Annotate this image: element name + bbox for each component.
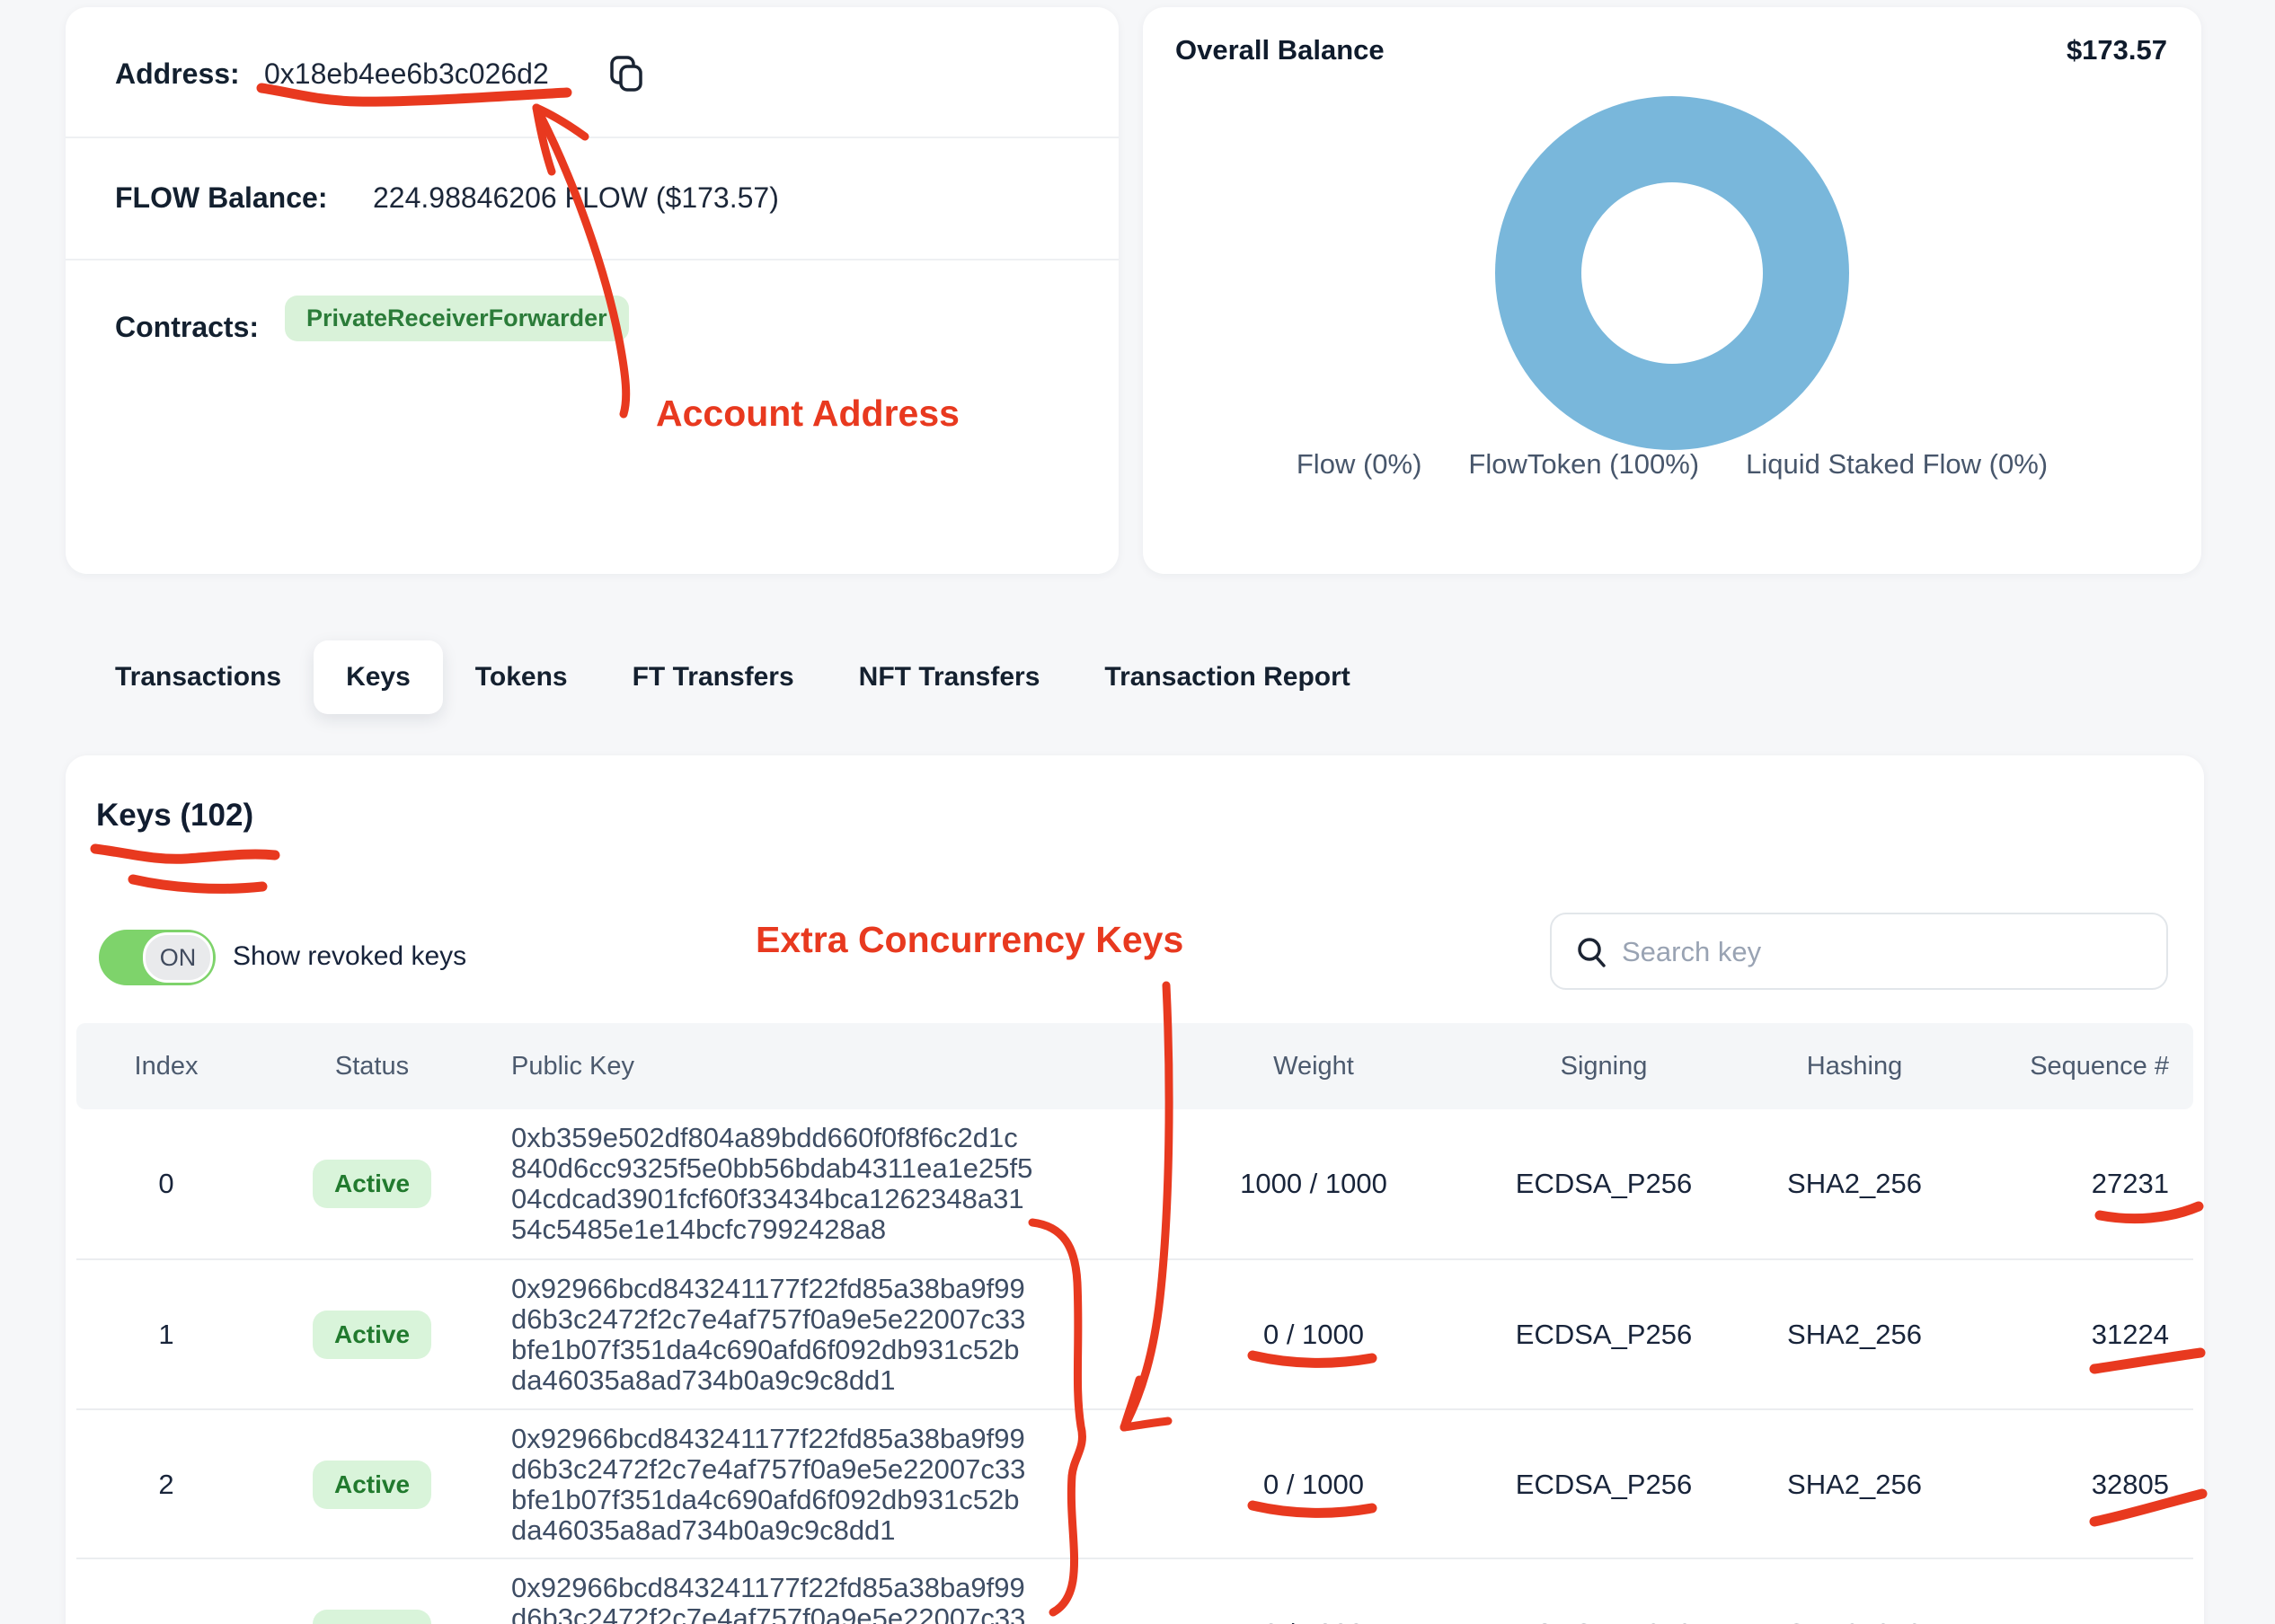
flow-balance-label: FLOW Balance: bbox=[115, 181, 328, 214]
tab-transactions[interactable]: Transactions bbox=[115, 662, 282, 692]
legend-item-flowtoken: FlowToken (100%) bbox=[1468, 448, 1700, 480]
status-cell: Active bbox=[282, 1260, 462, 1409]
weight-cell: 0 / 1000 bbox=[1262, 1469, 1365, 1500]
key-line: 54c5485e1e14bcfc7992428a8 bbox=[511, 1214, 887, 1245]
account-card: Address: 0x18eb4ee6b3c026d2 FLOW Balance… bbox=[66, 7, 1119, 574]
donut-hole bbox=[1581, 182, 1763, 364]
hashing-cell: SHA2_256 bbox=[1787, 1319, 1922, 1350]
key-line: 0xb359e502df804a89bdd660f0f8f6c2d1c bbox=[511, 1122, 1018, 1153]
header-public-key: Public Key bbox=[511, 1051, 635, 1081]
address-value: 0x18eb4ee6b3c026d2 bbox=[264, 57, 549, 90]
hashing-cell: SHA2_256 bbox=[1787, 1469, 1922, 1500]
keys-count-title: Keys (102) bbox=[96, 798, 254, 833]
tab-ft-transfers[interactable]: FT Transfers bbox=[632, 662, 794, 692]
signing-cell: ECDSA_P256 bbox=[1515, 1469, 1693, 1500]
show-revoked-toggle[interactable]: ON bbox=[99, 930, 216, 985]
status-badge: Active bbox=[312, 1160, 432, 1208]
divider bbox=[66, 137, 1119, 138]
header-signing: Signing bbox=[1560, 1051, 1648, 1081]
flow-balance-value: 224.98846206 FLOW ($173.57) bbox=[373, 181, 779, 214]
sequence-cell: 27231 bbox=[2091, 1168, 2169, 1199]
header-hashing: Hashing bbox=[1806, 1051, 1903, 1081]
divider bbox=[66, 259, 1119, 260]
search-icon bbox=[1575, 936, 1609, 975]
key-line: d6b3c2472f2c7e4af757f0a9e5e22007c33 bbox=[511, 1602, 1026, 1624]
key-row-0: 0 Active 0xb359e502df804a89bdd660f0f8f6c… bbox=[76, 1109, 2193, 1258]
signing-cell: ECDSA_P256 bbox=[1469, 1559, 1739, 1624]
key-search bbox=[1550, 913, 2168, 990]
sequence-cell: 31224 bbox=[2091, 1319, 2169, 1350]
key-line: bfe1b07f351da4c690afd6f092db931c52b bbox=[511, 1484, 1020, 1515]
header-status: Status bbox=[334, 1051, 410, 1081]
weight-cell: 1000 / 1000 bbox=[1240, 1168, 1387, 1199]
contract-badge[interactable]: PrivateReceiverForwarder bbox=[285, 296, 629, 341]
key-line: 0x92966bcd843241177f22fd85a38ba9f99 bbox=[511, 1572, 1025, 1603]
status-cell: Active bbox=[282, 1410, 462, 1559]
tab-nft-transfers[interactable]: NFT Transfers bbox=[858, 662, 1040, 692]
copy-icon[interactable] bbox=[603, 50, 650, 102]
show-revoked-label: Show revoked keys bbox=[233, 941, 467, 971]
key-index: 1 bbox=[158, 1319, 174, 1350]
status-cell: Active bbox=[282, 1559, 462, 1624]
key-row-3: Active 0x92966bcd843241177f22fd85a38ba9f… bbox=[76, 1558, 2193, 1624]
status-cell: Active bbox=[282, 1109, 462, 1258]
sequence-cell: 32805 bbox=[2091, 1469, 2169, 1500]
header-index: Index bbox=[134, 1051, 199, 1081]
donut-legend: Flow (0%) FlowToken (100%) Liquid Staked… bbox=[1143, 448, 2201, 481]
key-line: da46035a8ad734b0a9c9c8dd1 bbox=[511, 1514, 896, 1546]
key-line: d6b3c2472f2c7e4af757f0a9e5e22007c33 bbox=[511, 1453, 1026, 1485]
tab-bar: Transactions Keys Tokens FT Transfers NF… bbox=[83, 640, 1383, 714]
key-line: bfe1b07f351da4c690afd6f092db931c52b bbox=[511, 1334, 1020, 1365]
hashing-cell: SHA2_256 bbox=[1787, 1168, 1922, 1199]
header-weight: Weight bbox=[1273, 1051, 1354, 1081]
signing-cell: ECDSA_P256 bbox=[1515, 1168, 1693, 1199]
key-line: 04cdcad3901fcf60f33434bca1262348a31 bbox=[511, 1183, 1024, 1214]
status-badge: Active bbox=[312, 1610, 432, 1624]
legend-item-flow: Flow (0%) bbox=[1296, 448, 1422, 480]
legend-item-liquid-staked: Liquid Staked Flow (0%) bbox=[1746, 448, 2049, 480]
public-key-cell: 0x92966bcd843241177f22fd85a38ba9f99 d6b3… bbox=[511, 1260, 1104, 1409]
weight-cell: 0 / 1000 bbox=[1262, 1319, 1365, 1350]
key-line: da46035a8ad734b0a9c9c8dd1 bbox=[511, 1364, 896, 1396]
key-line: d6b3c2472f2c7e4af757f0a9e5e22007c33 bbox=[511, 1303, 1026, 1335]
public-key-cell: 0xb359e502df804a89bdd660f0f8f6c2d1c 840d… bbox=[511, 1109, 1104, 1258]
weight-cell: 0 / 1000 bbox=[1179, 1559, 1448, 1624]
balance-donut-chart bbox=[1495, 96, 1849, 450]
key-row-1: 1 Active 0x92966bcd843241177f22fd85a38ba… bbox=[76, 1258, 2193, 1409]
header-sequence: Sequence # bbox=[2030, 1051, 2169, 1081]
search-input[interactable] bbox=[1620, 914, 2154, 990]
key-index bbox=[76, 1559, 256, 1624]
contracts-label: Contracts: bbox=[115, 311, 260, 343]
tab-transaction-report[interactable]: Transaction Report bbox=[1104, 662, 1350, 692]
public-key-cell: 0x92966bcd843241177f22fd85a38ba9f99 d6b3… bbox=[511, 1559, 1104, 1624]
overall-balance-title: Overall Balance bbox=[1175, 34, 1385, 66]
overall-balance-amount: $173.57 bbox=[2066, 34, 2167, 66]
hashing-cell: SHA2_256 bbox=[1720, 1559, 1989, 1624]
status-badge: Active bbox=[312, 1311, 432, 1359]
key-index: 0 bbox=[158, 1168, 174, 1199]
tab-keys[interactable]: Keys bbox=[314, 640, 443, 714]
key-line: 840d6cc9325f5e0bb56bdab4311ea1e25f5 bbox=[511, 1152, 1033, 1184]
sequence-cell bbox=[1944, 1559, 2169, 1624]
key-line: 0x92966bcd843241177f22fd85a38ba9f99 bbox=[511, 1423, 1025, 1454]
key-row-2: 2 Active 0x92966bcd843241177f22fd85a38ba… bbox=[76, 1408, 2193, 1559]
address-label: Address: bbox=[115, 57, 240, 90]
keys-table-header: Index Status Public Key Weight Signing H… bbox=[76, 1023, 2193, 1109]
key-index: 2 bbox=[158, 1469, 174, 1500]
status-badge: Active bbox=[312, 1461, 432, 1509]
public-key-cell: 0x92966bcd843241177f22fd85a38ba9f99 d6b3… bbox=[511, 1410, 1104, 1559]
tab-tokens[interactable]: Tokens bbox=[474, 662, 568, 692]
signing-cell: ECDSA_P256 bbox=[1515, 1319, 1693, 1350]
key-line: 0x92966bcd843241177f22fd85a38ba9f99 bbox=[511, 1273, 1025, 1304]
toggle-knob[interactable]: ON bbox=[143, 932, 213, 983]
